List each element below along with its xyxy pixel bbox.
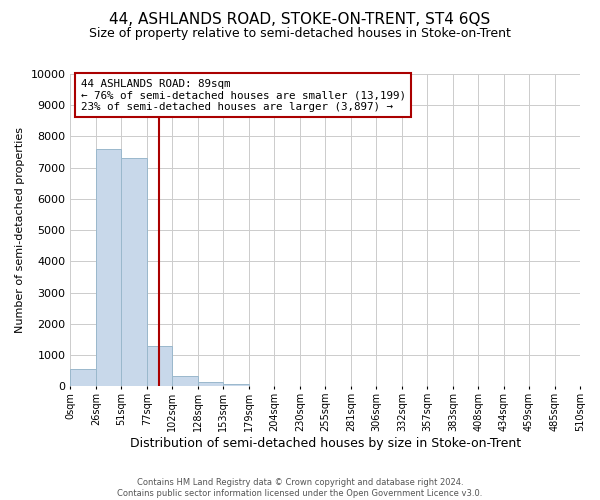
Text: 44 ASHLANDS ROAD: 89sqm
← 76% of semi-detached houses are smaller (13,199)
23% o: 44 ASHLANDS ROAD: 89sqm ← 76% of semi-de… (80, 78, 406, 112)
Bar (223, 384, 249, 386)
Bar (97, 149, 121, 386)
Text: 44, ASHLANDS ROAD, STOKE-ON-TRENT, ST4 6QS: 44, ASHLANDS ROAD, STOKE-ON-TRENT, ST4 6… (109, 12, 491, 28)
Bar (199, 382, 223, 386)
Bar (70, 369, 97, 386)
Text: Size of property relative to semi-detached houses in Stoke-on-Trent: Size of property relative to semi-detach… (89, 28, 511, 40)
Bar (148, 346, 172, 387)
Bar (121, 158, 148, 386)
X-axis label: Distribution of semi-detached houses by size in Stoke-on-Trent: Distribution of semi-detached houses by … (130, 437, 521, 450)
Bar (172, 376, 199, 386)
Text: Contains HM Land Registry data © Crown copyright and database right 2024.
Contai: Contains HM Land Registry data © Crown c… (118, 478, 482, 498)
Y-axis label: Number of semi-detached properties: Number of semi-detached properties (15, 127, 25, 333)
